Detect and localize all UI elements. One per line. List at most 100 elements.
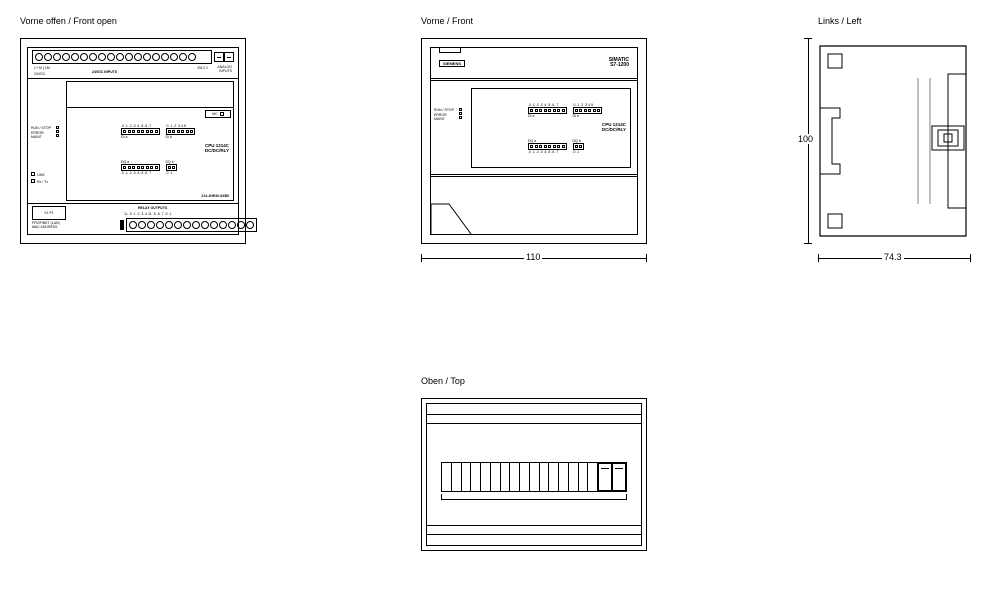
terminal-hole [134,53,142,61]
status-led [588,109,591,112]
terminal-hole [161,53,169,61]
terminal-hole [62,53,70,61]
link-label: LINK [37,173,45,177]
terminal-slot [481,463,491,491]
label-front-open: Vorne offen / Front open [20,16,117,26]
terminal-slot [549,463,559,491]
analog-inputs-label: ANALOG INPUTS [217,66,232,74]
terminal-hole [165,221,173,229]
terminal-hole [201,221,209,229]
status-led [562,145,565,148]
mc-label: MC [212,112,217,116]
bot-screw-2 [122,220,124,230]
rxtx-label: Rx / Tx [37,180,48,184]
dq-a-leds [121,164,160,171]
terminal-slot [530,463,540,491]
terminal-slot [510,463,520,491]
label-left: Links / Left [818,16,862,26]
status-led [530,145,533,148]
status-led [172,130,175,133]
terminal-hole [179,53,187,61]
top-screw-1 [214,52,224,62]
status-leds-label: RUN / STOP ERROR MAINT [31,126,51,140]
label-front: Vorne / Front [421,16,473,26]
terminal-slot [491,463,501,491]
terminal-hole [107,53,115,61]
status-led [548,145,551,148]
inputs-header: 24VDC INPUTS [92,70,117,74]
left-profile-svg [818,38,971,244]
sm-label: 2M 0 1 [197,66,208,70]
dq-b-group: DQ b .0 .1 [166,160,178,175]
status-led [186,130,189,133]
status-led [132,130,135,133]
maint-led [56,134,59,137]
terminal-hole [138,221,146,229]
terminal-slot [569,463,579,491]
terminal-hole [125,53,133,61]
terminal-slot [462,463,472,491]
top-terminal-strip [32,50,212,64]
terminal-hole [174,221,182,229]
terminal-hole [228,221,236,229]
status-led [177,130,180,133]
terminal-hole [246,221,254,229]
left-height-value: 100 [796,134,815,144]
supply-label: 24VDC [34,72,45,76]
family-line2: S7-1200 [609,63,629,68]
status-led [141,166,144,169]
terminal-hole [188,53,196,61]
terminal-hole [98,53,106,61]
terminal-hole [116,53,124,61]
terminal-slot [442,463,452,491]
error-led [56,130,59,133]
status-led [575,145,578,148]
run-led [56,126,59,129]
status-led [150,166,153,169]
status-led [155,166,158,169]
view-front: SIEMENS SIMATIC S7-1200 RUN / STOP ERROR… [421,38,647,244]
terminal-hole [80,53,88,61]
terminal-hole [53,53,61,61]
relay-terms-label: 1L .0 .1 .2 .3 .4 2L .5 .6 .7 .0 .1 [124,212,171,216]
terminal-hole [219,221,227,229]
status-led [137,166,140,169]
terminal-slot [588,463,598,491]
terminal-slot [559,463,569,491]
status-led [181,130,184,133]
power-label: L+ M | 1M [34,66,50,70]
status-led [557,109,560,112]
view-front-open: L+ M | 1M 24VDC 24VDC INPUTS ANALOG INPU… [20,38,246,244]
terminal-hole [71,53,79,61]
terminal-hole [152,53,160,61]
front-status-leds: RUN / STOP ERROR MAINT [434,108,454,122]
status-led [128,166,131,169]
terminal-hole [143,53,151,61]
status-led [123,130,126,133]
status-led [535,145,538,148]
order-no: 214-1HE40-0XB0 [201,194,229,198]
terminal-hole [35,53,43,61]
di-a-group: .0 .1 .2 .3 .4 .5 .6 .7 DI a [121,124,160,139]
status-led [539,109,542,112]
status-led [137,130,140,133]
terminal-slot [501,463,511,491]
terminal-hole [147,221,155,229]
top-screw-2 [224,52,234,62]
status-led [548,109,551,112]
profinet-label: PROFINET (LAN) MAC ADDRESS [32,222,60,230]
terminal-slot [452,463,462,491]
status-led [132,166,135,169]
status-led [155,130,158,133]
brand-label: SIEMENS [439,60,465,67]
status-led [123,166,126,169]
di-b-leds [166,128,196,135]
view-top [421,398,647,551]
status-led [150,130,153,133]
terminal-slot [579,463,589,491]
status-led [584,109,587,112]
status-led [172,166,175,169]
di-b-group: .0 .1 .2 .3 4 5 DI b [166,124,196,139]
terminal-hole [210,221,218,229]
status-led [128,130,131,133]
